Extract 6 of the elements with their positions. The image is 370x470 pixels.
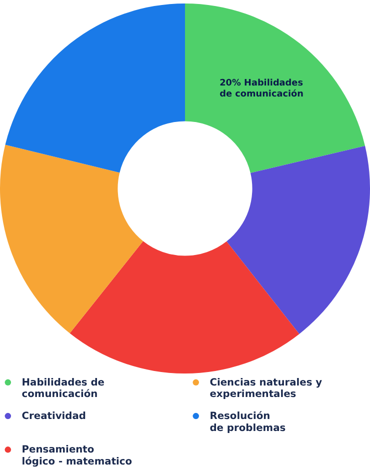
text: 20% Habilidades de comunicación (220, 78, 304, 100)
legend-label: Habilidades de comunicación (22, 377, 105, 400)
legend-label: Pensamiento lógico - matematico (22, 444, 132, 468)
legend-label: Ciencias naturales y experimentales (210, 377, 323, 400)
legend-label: Creatividad (22, 411, 86, 422)
legend-label: Resolución de problemas (210, 411, 286, 434)
